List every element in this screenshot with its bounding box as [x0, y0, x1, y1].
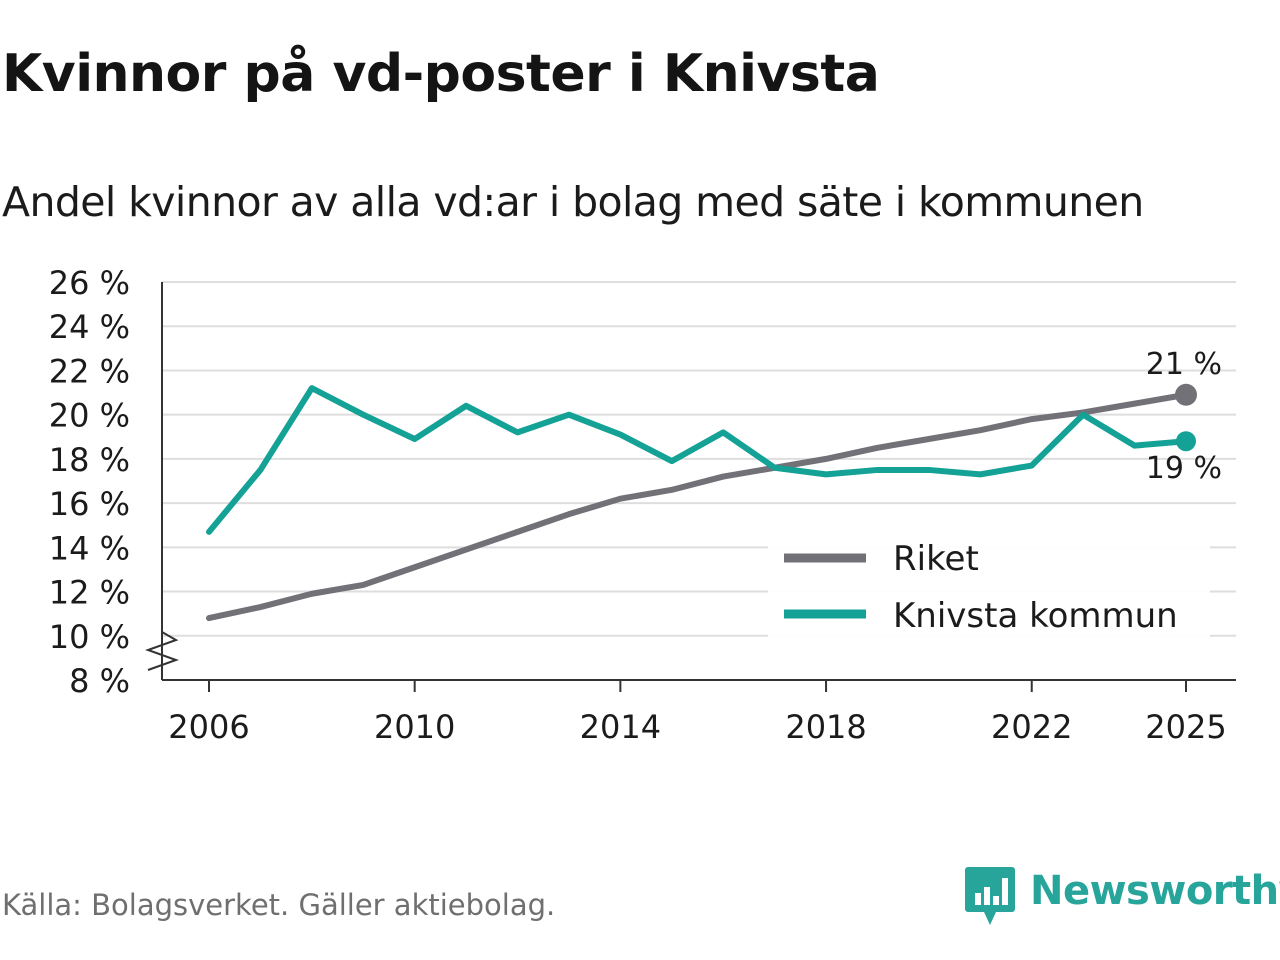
y-tick-label: 26 %	[49, 264, 130, 302]
y-tick-label: 16 %	[49, 485, 130, 523]
series-line-riket	[206, 391, 1189, 622]
series-end-point-riket	[1175, 383, 1197, 406]
x-tick-label: 2022	[991, 708, 1072, 746]
x-tick-label: 2014	[580, 708, 661, 746]
y-tick-label: 22 %	[49, 352, 130, 390]
axis-break-icon	[145, 631, 179, 671]
x-tick-label: 2006	[168, 708, 249, 746]
y-tick-label: 18 %	[49, 441, 130, 479]
series-line-knivsta-kommun	[206, 385, 1189, 535]
axis-lines	[145, 282, 1236, 681]
brand-name: Newsworthy	[1030, 868, 1280, 914]
x-axis-ticks: 2006 2010 2014 2018 2022 2025	[168, 680, 1227, 746]
series-endpoints: 21 % 19 %	[1146, 347, 1222, 486]
chart-subtitle: Andel kvinnor av alla vd:ar i bolag med …	[2, 178, 1144, 226]
y-tick-label: 8 %	[69, 662, 130, 700]
legend-label-riket: Riket	[893, 539, 979, 579]
x-tick-label: 2010	[374, 708, 455, 746]
series-lines	[206, 385, 1189, 622]
newsworthy-logo-icon	[965, 867, 1015, 925]
y-tick-label: 24 %	[49, 308, 130, 346]
source-note: Källa: Bolagsverket. Gäller aktiebolag.	[2, 888, 556, 922]
series-end-label-riket: 21 %	[1146, 347, 1222, 382]
series-end-label-knivsta-kommun: 19 %	[1146, 451, 1222, 486]
y-tick-label: 20 %	[49, 397, 130, 435]
series-end-point-knivsta-kommun	[1176, 431, 1196, 452]
grid-lines	[162, 281, 1236, 637]
brand-logo: Newsworthy	[964, 864, 1280, 928]
legend-label-knivsta: Knivsta kommun	[893, 596, 1178, 636]
legend-background	[768, 530, 1210, 642]
chart-title: Kvinnor på vd-poster i Knivsta	[2, 44, 880, 104]
y-tick-label: 12 %	[49, 574, 130, 612]
x-tick-label: 2018	[785, 708, 866, 746]
y-tick-label: 10 %	[49, 618, 130, 656]
legend: Riket Knivsta kommun	[768, 530, 1210, 642]
x-tick-label: 2025	[1145, 708, 1226, 746]
y-tick-label: 14 %	[49, 529, 130, 567]
y-axis-tick-labels: 8 % 10 % 12 % 14 % 16 % 18 % 20 % 22 % 24 % 26 %	[49, 264, 130, 700]
